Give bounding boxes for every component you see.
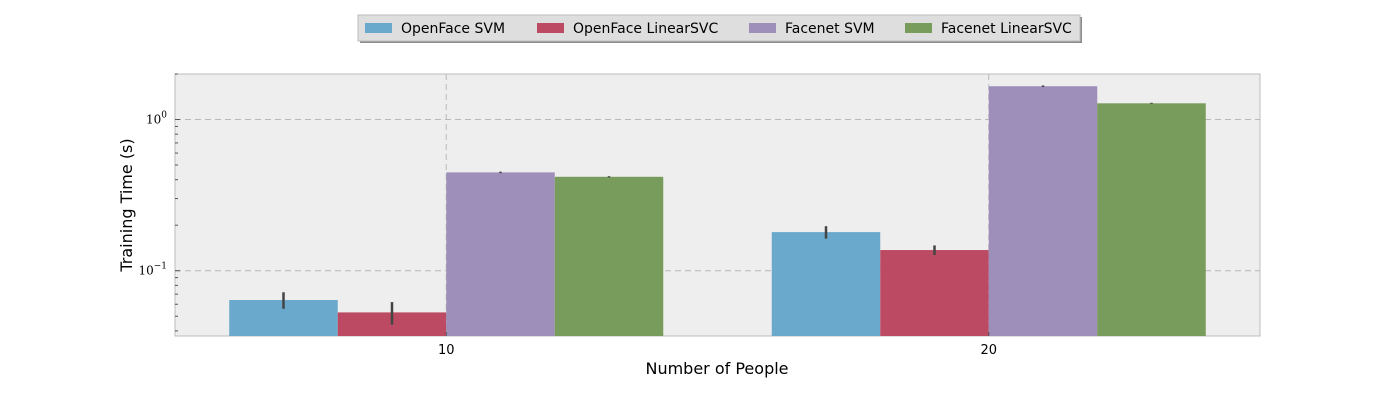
y-tick-label: 10−1 — [138, 262, 167, 278]
legend-label: Facenet LinearSVC — [941, 21, 1072, 37]
x-tick-label: 20 — [980, 343, 997, 358]
legend-box — [357, 14, 1081, 42]
bar — [446, 172, 555, 336]
bar — [554, 176, 664, 336]
y-axis-label: Training Time (s) — [117, 138, 136, 272]
y-tick-label: 100 — [146, 111, 167, 127]
bars — [229, 86, 1206, 337]
bar — [1097, 103, 1206, 337]
bar — [880, 250, 989, 336]
legend-swatch — [537, 23, 564, 33]
bar — [771, 232, 881, 336]
legend-swatch — [749, 23, 776, 33]
legend-label: OpenFace SVM — [401, 21, 505, 37]
error-bars — [282, 85, 1153, 325]
legend-swatch — [365, 23, 392, 33]
legend-swatch — [905, 23, 932, 33]
bar — [988, 86, 1098, 336]
legend-label: OpenFace LinearSVC — [573, 21, 718, 37]
x-axis-ticks: 10 20 — [438, 332, 997, 358]
x-axis-label: Number of People — [645, 359, 788, 378]
x-tick-label: 10 — [438, 343, 455, 358]
legend: OpenFace SVM OpenFace LinearSVC Facenet SV… — [357, 14, 1082, 43]
y-axis-ticks: 10−1 100 — [138, 73, 180, 332]
legend-label: Facenet SVM — [785, 21, 875, 37]
